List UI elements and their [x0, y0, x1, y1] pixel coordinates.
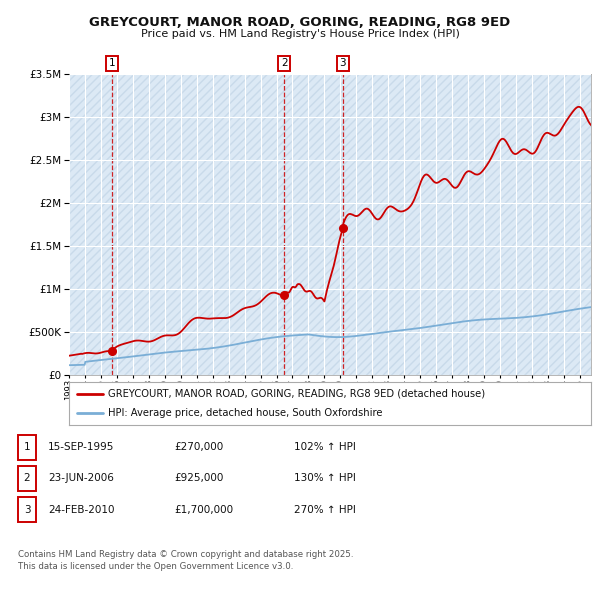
- Text: Contains HM Land Registry data © Crown copyright and database right 2025.
This d: Contains HM Land Registry data © Crown c…: [18, 550, 353, 571]
- Text: 1: 1: [109, 58, 116, 68]
- Text: £925,000: £925,000: [174, 474, 223, 483]
- Text: 3: 3: [340, 58, 346, 68]
- Text: 2: 2: [281, 58, 287, 68]
- Text: 15-SEP-1995: 15-SEP-1995: [48, 442, 115, 452]
- Text: Price paid vs. HM Land Registry's House Price Index (HPI): Price paid vs. HM Land Registry's House …: [140, 30, 460, 39]
- Text: 2: 2: [23, 474, 31, 483]
- Text: 102% ↑ HPI: 102% ↑ HPI: [294, 442, 356, 452]
- Text: HPI: Average price, detached house, South Oxfordshire: HPI: Average price, detached house, Sout…: [108, 408, 383, 418]
- Text: £270,000: £270,000: [174, 442, 223, 452]
- Text: 3: 3: [23, 505, 31, 514]
- Text: GREYCOURT, MANOR ROAD, GORING, READING, RG8 9ED (detached house): GREYCOURT, MANOR ROAD, GORING, READING, …: [108, 389, 485, 399]
- Text: 23-JUN-2006: 23-JUN-2006: [48, 474, 114, 483]
- Text: 130% ↑ HPI: 130% ↑ HPI: [294, 474, 356, 483]
- Text: 24-FEB-2010: 24-FEB-2010: [48, 505, 115, 514]
- Text: £1,700,000: £1,700,000: [174, 505, 233, 514]
- Text: 270% ↑ HPI: 270% ↑ HPI: [294, 505, 356, 514]
- Text: 1: 1: [23, 442, 31, 452]
- Text: GREYCOURT, MANOR ROAD, GORING, READING, RG8 9ED: GREYCOURT, MANOR ROAD, GORING, READING, …: [89, 16, 511, 29]
